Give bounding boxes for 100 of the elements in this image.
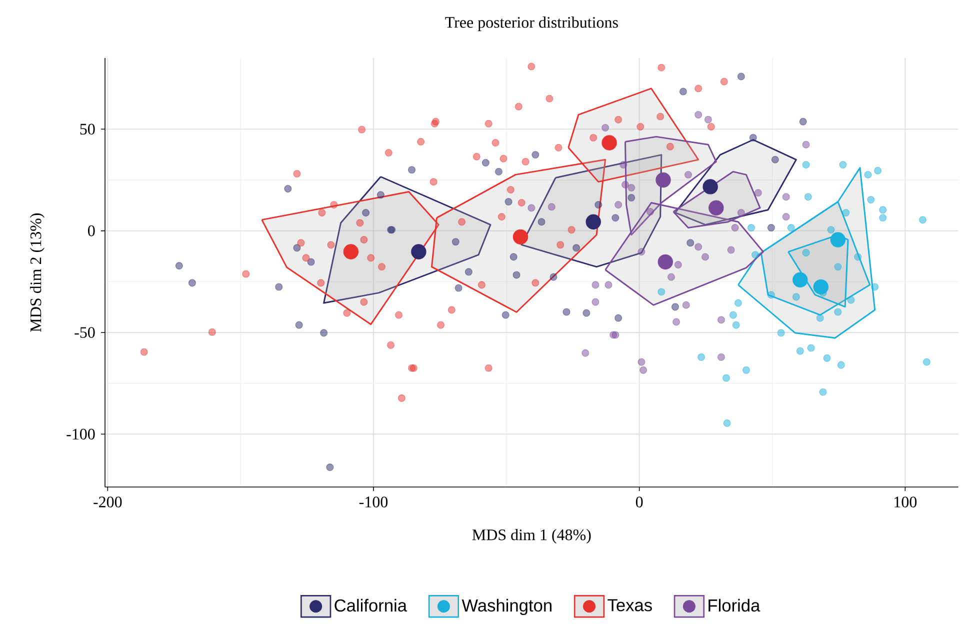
legend-label: Florida bbox=[708, 598, 760, 612]
point bbox=[807, 344, 815, 352]
point bbox=[506, 186, 514, 194]
point bbox=[188, 279, 196, 287]
point bbox=[686, 239, 694, 247]
point bbox=[360, 236, 368, 244]
point bbox=[550, 273, 558, 281]
point bbox=[656, 112, 664, 120]
point bbox=[834, 263, 842, 271]
point bbox=[804, 193, 812, 201]
point bbox=[879, 206, 887, 214]
point bbox=[512, 271, 520, 279]
point bbox=[532, 279, 540, 287]
point bbox=[742, 366, 750, 374]
point bbox=[554, 144, 562, 152]
point bbox=[295, 321, 303, 329]
point bbox=[628, 194, 636, 202]
point bbox=[879, 214, 887, 222]
point bbox=[628, 184, 636, 192]
point bbox=[395, 311, 402, 319]
point bbox=[548, 203, 556, 211]
point bbox=[376, 191, 384, 199]
point bbox=[636, 122, 644, 130]
point bbox=[614, 201, 622, 209]
point bbox=[492, 139, 500, 147]
point bbox=[538, 218, 546, 226]
point bbox=[326, 464, 334, 472]
point bbox=[717, 316, 725, 324]
point bbox=[140, 348, 148, 356]
point bbox=[437, 321, 444, 329]
point bbox=[518, 199, 526, 206]
point bbox=[638, 358, 646, 366]
point bbox=[674, 261, 682, 269]
point bbox=[737, 72, 745, 80]
legend-label: Texas bbox=[608, 599, 652, 612]
point bbox=[707, 122, 715, 130]
point bbox=[737, 208, 745, 216]
point bbox=[748, 224, 755, 232]
point bbox=[582, 349, 590, 357]
point bbox=[293, 170, 301, 178]
point bbox=[802, 140, 810, 148]
x-tick-label: 0 bbox=[636, 496, 643, 508]
point bbox=[378, 263, 386, 271]
point bbox=[360, 298, 368, 306]
point bbox=[658, 288, 666, 296]
point bbox=[782, 193, 790, 201]
point bbox=[837, 361, 845, 369]
point bbox=[640, 366, 648, 374]
point bbox=[522, 158, 530, 166]
point bbox=[572, 244, 580, 252]
point bbox=[604, 281, 612, 289]
point bbox=[384, 149, 392, 156]
point bbox=[702, 253, 709, 261]
chart-title: Tree posterior distributions bbox=[445, 16, 618, 32]
point bbox=[867, 196, 875, 204]
point bbox=[454, 284, 462, 292]
point bbox=[452, 238, 460, 246]
x-axis-title: MDS dim 1 (48%) bbox=[472, 528, 591, 544]
point bbox=[592, 298, 600, 306]
point bbox=[464, 268, 472, 276]
point bbox=[646, 208, 654, 216]
point bbox=[208, 328, 216, 336]
point bbox=[602, 124, 610, 132]
point bbox=[417, 138, 425, 146]
legend-label: California bbox=[334, 598, 408, 612]
point bbox=[620, 161, 628, 168]
point bbox=[614, 314, 622, 322]
point bbox=[343, 309, 351, 317]
x-tick-label: -100 bbox=[359, 496, 388, 508]
point bbox=[722, 374, 730, 382]
point bbox=[498, 213, 506, 221]
point bbox=[568, 226, 576, 234]
x-tick-label: -200 bbox=[94, 496, 122, 508]
x-tick-label: 100 bbox=[894, 496, 917, 508]
point bbox=[320, 329, 328, 337]
point bbox=[556, 241, 564, 249]
point bbox=[622, 180, 629, 188]
point bbox=[638, 248, 646, 256]
point bbox=[532, 151, 540, 159]
point bbox=[362, 208, 370, 216]
point bbox=[839, 161, 847, 168]
point bbox=[682, 301, 690, 309]
point bbox=[614, 116, 622, 124]
point bbox=[502, 311, 510, 319]
point bbox=[727, 246, 735, 254]
point bbox=[918, 216, 926, 224]
point bbox=[767, 224, 775, 232]
point bbox=[472, 152, 480, 160]
point bbox=[408, 166, 416, 174]
point bbox=[284, 184, 292, 192]
y-axis-title: MDS dim 2 (13%) bbox=[30, 213, 44, 332]
point bbox=[514, 102, 522, 110]
point bbox=[590, 134, 598, 142]
point bbox=[356, 219, 364, 227]
point bbox=[717, 353, 725, 361]
point bbox=[594, 201, 602, 209]
legend-label: Washington bbox=[462, 598, 552, 616]
point bbox=[500, 154, 508, 162]
point bbox=[777, 329, 785, 337]
point bbox=[864, 170, 872, 178]
